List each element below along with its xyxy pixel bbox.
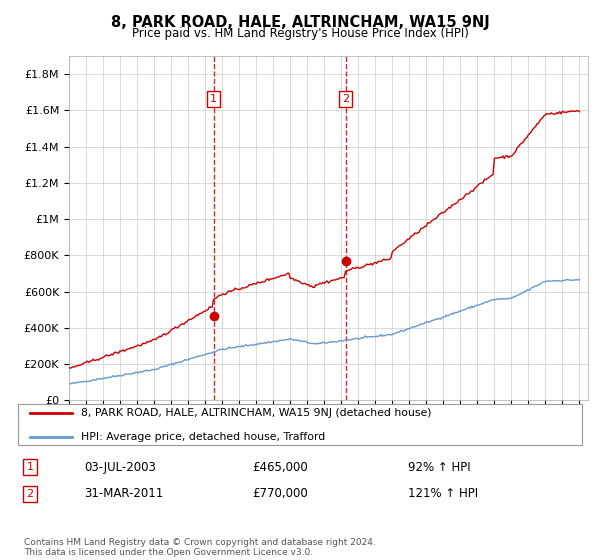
Text: Contains HM Land Registry data © Crown copyright and database right 2024.
This d: Contains HM Land Registry data © Crown c… bbox=[24, 538, 376, 557]
Text: 1: 1 bbox=[210, 94, 217, 104]
Text: £770,000: £770,000 bbox=[252, 487, 308, 501]
Text: 2: 2 bbox=[342, 94, 349, 104]
Text: HPI: Average price, detached house, Trafford: HPI: Average price, detached house, Traf… bbox=[81, 432, 325, 442]
Text: 121% ↑ HPI: 121% ↑ HPI bbox=[408, 487, 478, 501]
Text: 8, PARK ROAD, HALE, ALTRINCHAM, WA15 9NJ: 8, PARK ROAD, HALE, ALTRINCHAM, WA15 9NJ bbox=[110, 15, 490, 30]
Text: Price paid vs. HM Land Registry's House Price Index (HPI): Price paid vs. HM Land Registry's House … bbox=[131, 27, 469, 40]
Text: 03-JUL-2003: 03-JUL-2003 bbox=[84, 460, 156, 474]
Text: 31-MAR-2011: 31-MAR-2011 bbox=[84, 487, 163, 501]
Text: 8, PARK ROAD, HALE, ALTRINCHAM, WA15 9NJ (detached house): 8, PARK ROAD, HALE, ALTRINCHAM, WA15 9NJ… bbox=[81, 408, 431, 418]
Text: 2: 2 bbox=[26, 489, 34, 499]
Text: £465,000: £465,000 bbox=[252, 460, 308, 474]
Text: 92% ↑ HPI: 92% ↑ HPI bbox=[408, 460, 470, 474]
Text: 1: 1 bbox=[26, 462, 34, 472]
